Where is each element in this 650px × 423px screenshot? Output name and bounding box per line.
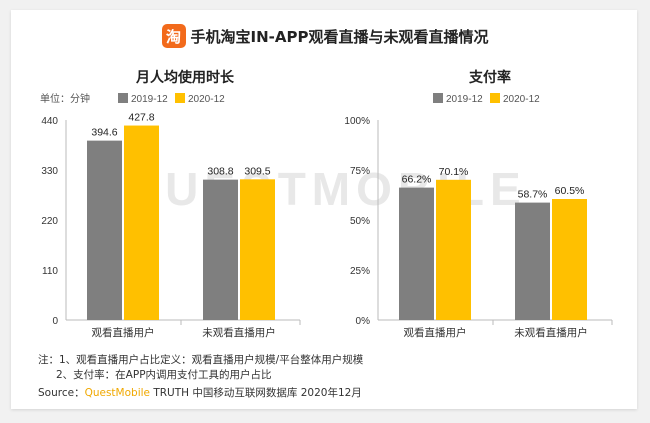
y-tick-label: 220: [41, 216, 58, 227]
bar-2019-12-观看直播用户: [87, 140, 122, 320]
bar-2020-12-观看直播用户: [124, 125, 159, 320]
data-label: 58.7%: [518, 189, 548, 201]
x-tick-label: 观看直播用户: [92, 326, 155, 339]
note-line-1: 注：1、观看直播用户占比定义：观看直播用户规模/平台整体用户规模: [38, 354, 364, 366]
bar-2019-12-观看直播用户: [399, 187, 434, 320]
taobao-logo-icon: 淘: [161, 24, 186, 48]
y-tick-label: 110: [42, 266, 58, 277]
source-prefix: Source：: [38, 387, 85, 399]
x-tick-label: 未观看直播用户: [202, 326, 276, 339]
y-tick-label: 75%: [350, 166, 370, 177]
y-tick-label: 0: [52, 316, 58, 327]
chart-1-title: 月人均使用时长: [135, 69, 235, 85]
y-tick-label: 50%: [350, 216, 370, 227]
bar-2020-12-观看直播用户: [436, 179, 471, 320]
legend-label-2020-12: 2020-12: [188, 94, 225, 105]
y-tick-label: 0%: [356, 316, 371, 327]
source-brand: QuestMobile: [84, 387, 150, 399]
bar-2020-12-未观看直播用户: [552, 199, 587, 320]
header: 淘 手机淘宝IN-APP观看直播与未观看直播情况: [0, 22, 650, 50]
y-tick-label: 25%: [350, 266, 370, 277]
data-label: 66.2%: [402, 174, 432, 186]
chart-2-title: 支付率: [468, 69, 511, 85]
legend-label-2019-12: 2019-12: [446, 94, 483, 105]
note-line-2: 2、支付率：在APP内调用支付工具的用户占比: [56, 369, 272, 381]
data-label: 60.5%: [555, 185, 585, 197]
unit-label: 单位：分钟: [40, 92, 90, 105]
bar-2019-12-未观看直播用户: [515, 202, 550, 320]
y-tick-label: 330: [41, 166, 58, 177]
legend-label-2019-12: 2019-12: [131, 94, 168, 105]
y-tick-label: 440: [41, 116, 58, 127]
data-label: 427.8: [128, 112, 154, 124]
legend-swatch-2020-12: [490, 93, 500, 103]
legend-label-2020-12: 2020-12: [503, 94, 540, 105]
x-tick-label: 未观看直播用户: [514, 326, 588, 339]
y-tick-label: 100%: [344, 116, 370, 127]
data-label: 394.6: [91, 127, 117, 139]
x-tick-label: 观看直播用户: [404, 326, 467, 339]
bar-2019-12-未观看直播用户: [203, 179, 238, 320]
legend-swatch-2019-12: [433, 93, 443, 103]
source-line: Source：QuestMobile TRUTH 中国移动互联网数据库 2020…: [38, 385, 362, 400]
legend-swatch-2019-12: [118, 93, 128, 103]
data-label: 309.5: [244, 165, 270, 177]
main-title: 手机淘宝IN-APP观看直播与未观看直播情况: [190, 27, 489, 46]
source-suffix: TRUTH 中国移动互联网数据库 2020年12月: [150, 387, 362, 399]
data-label: 70.1%: [439, 166, 469, 178]
bar-2020-12-未观看直播用户: [240, 179, 275, 320]
legend-swatch-2020-12: [175, 93, 185, 103]
data-label: 308.8: [207, 166, 233, 178]
